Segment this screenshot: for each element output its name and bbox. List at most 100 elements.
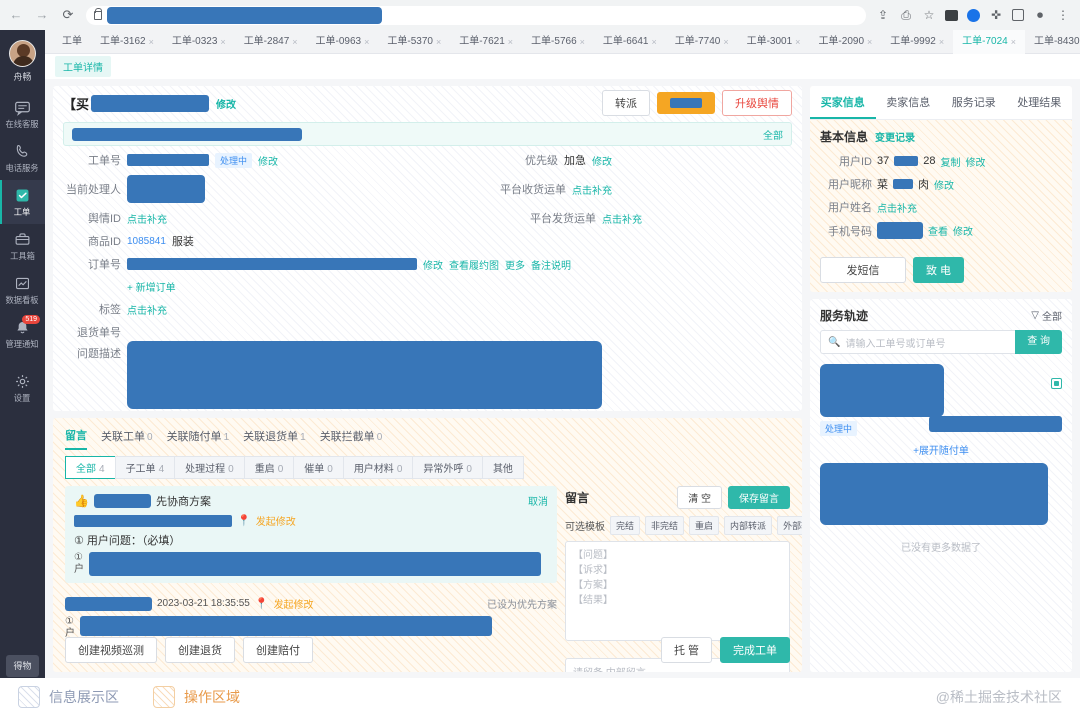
product-id-value[interactable]: 1085841 <box>127 235 166 247</box>
copy-user-id-link[interactable]: 复制 <box>940 157 961 169</box>
primary-action-button[interactable] <box>657 92 715 114</box>
escalate-button[interactable]: 升级舆情 <box>722 90 792 116</box>
tab-resolution[interactable]: 处理结果 <box>1017 97 1062 109</box>
sidebar-item-phone-service[interactable]: 电话服务 <box>0 136 45 180</box>
profile-pin-icon[interactable] <box>967 8 980 22</box>
sidebar-item-settings[interactable]: 设置 <box>0 366 45 410</box>
order-remark-link[interactable]: 备注说明 <box>531 260 571 272</box>
template-internal-transfer[interactable]: 内部转派 <box>724 516 773 535</box>
bookmark-star-icon[interactable]: ☆ <box>923 8 935 22</box>
address-bar[interactable] <box>86 5 866 25</box>
order-more-link[interactable]: 更多 <box>505 260 525 272</box>
clear-button[interactable]: 清 空 <box>677 486 722 509</box>
search-button[interactable]: 查 询 <box>1015 330 1062 354</box>
note-textarea[interactable]: 【问题】 【诉求】 【方案】 【结果】 <box>565 541 790 641</box>
thread2-tag[interactable]: 发起修改 <box>273 600 314 611</box>
extension-icon[interactable] <box>945 9 958 21</box>
edit-user-id-link[interactable]: 修改 <box>965 157 986 169</box>
complete-ticket-button[interactable]: 完成工单 <box>720 637 790 663</box>
back-icon[interactable]: ← <box>9 7 23 22</box>
create-video-inspection-button[interactable]: 创建视频巡测 <box>65 637 157 663</box>
tab-messages[interactable]: 留言 <box>65 427 87 450</box>
tab-ticket[interactable]: 工单-5370 × <box>378 30 450 54</box>
close-icon[interactable]: × <box>579 36 585 47</box>
template-not-done[interactable]: 非完结 <box>645 516 685 535</box>
expand-attached-order-link[interactable]: +展开随付单 <box>913 446 969 457</box>
tab-ticket[interactable]: 工单-2090 × <box>809 30 881 54</box>
tab-ticket[interactable]: 工单-3001 × <box>738 30 810 54</box>
menu-icon[interactable]: ⋮ <box>1057 8 1069 22</box>
sidebar-item-dashboard[interactable]: 数据看板 <box>0 268 45 312</box>
tab-service-record[interactable]: 服务记录 <box>951 97 996 109</box>
tab-related-tickets[interactable]: 关联工单 0 <box>101 428 153 449</box>
change-log-link[interactable]: 变更记录 <box>875 133 916 144</box>
hosting-button[interactable]: 托 管 <box>660 637 712 663</box>
close-icon[interactable]: × <box>723 36 729 47</box>
order-edit-link[interactable]: 修改 <box>423 260 443 272</box>
tab-buyer-info[interactable]: 买家信息 <box>810 86 876 119</box>
tab-related-intercepts[interactable]: 关联拦截单 0 <box>320 428 383 449</box>
reload-icon[interactable]: ⟳ <box>62 7 74 22</box>
account-icon[interactable]: ⏺ <box>1036 8 1043 22</box>
tab-ticket[interactable]: 工单-0323 × <box>163 30 235 54</box>
cancel-link[interactable]: 取消 <box>528 497 548 508</box>
close-icon[interactable]: × <box>435 36 442 47</box>
chip-all[interactable]: 全部 4 <box>65 456 115 479</box>
forward-icon[interactable]: → <box>35 7 49 22</box>
pin-icon[interactable]: 📍 <box>254 598 269 610</box>
chip-process[interactable]: 处理过程 0 <box>174 456 244 479</box>
title-edit-link[interactable]: 修改 <box>216 99 237 111</box>
chip-urge[interactable]: 催单 0 <box>293 456 343 479</box>
breadcrumb-label[interactable]: 工单详情 <box>55 56 111 77</box>
tab-ticket-list[interactable]: 工单 <box>53 30 91 54</box>
chip-subtickets[interactable]: 子工单 4 <box>114 456 175 479</box>
chip-restart[interactable]: 重启 0 <box>243 456 294 479</box>
view-phone-link[interactable]: 查看 <box>928 227 948 238</box>
chip-other[interactable]: 其他 <box>481 456 524 479</box>
template-restart[interactable]: 重启 <box>689 516 720 535</box>
thread-tag[interactable]: 发起修改 <box>255 517 296 528</box>
tab-ticket-selected[interactable]: 工单-7024 × <box>953 29 1025 54</box>
close-icon[interactable]: × <box>795 36 801 47</box>
tab-ticket[interactable]: 工单-8430× <box>1025 30 1080 54</box>
close-icon[interactable]: × <box>220 36 226 47</box>
opinion-id-value[interactable]: 点击补充 <box>127 214 167 226</box>
sidebar-item-toolbox[interactable]: 工具箱 <box>0 224 45 268</box>
priority-edit-link[interactable]: 修改 <box>592 156 612 168</box>
sidebar-item-online-service[interactable]: 在线客服 <box>0 92 45 136</box>
add-order-link[interactable]: + 新增订单 <box>127 283 176 294</box>
sidebar-item-tickets[interactable]: 工单 <box>0 180 45 224</box>
order-map-link[interactable]: 查看履约图 <box>449 260 499 272</box>
chip-user-materials[interactable]: 用户材料 0 <box>342 456 413 479</box>
copy-icon[interactable] <box>1051 378 1062 389</box>
fill-real-name-link[interactable]: 点击补充 <box>877 203 917 215</box>
tab-ticket[interactable]: 工单-7740 × <box>666 30 738 54</box>
platform-recv-value[interactable]: 点击补充 <box>572 185 612 197</box>
tab-related-returns[interactable]: 关联退货单 1 <box>243 428 306 449</box>
tab-ticket[interactable]: 工单-2847 × <box>235 30 307 54</box>
tab-ticket[interactable]: 工单-5766 × <box>522 30 594 54</box>
notice-all-link[interactable]: 全部 <box>763 130 783 142</box>
pin-icon[interactable]: 📍 <box>237 515 251 527</box>
sidepanel-icon[interactable] <box>1012 9 1024 21</box>
chip-abnormal-call[interactable]: 异常外呼 0 <box>412 456 482 479</box>
close-icon[interactable]: × <box>148 36 154 47</box>
close-icon[interactable]: × <box>1010 36 1016 47</box>
sidebar-user[interactable]: 舟畅 <box>0 36 45 92</box>
print-icon[interactable]: ⎙ <box>901 8 911 22</box>
search-input[interactable]: 🔍 请输入工单号或订单号 <box>820 330 1016 354</box>
tab-seller-info[interactable]: 卖家信息 <box>886 97 931 109</box>
tab-ticket[interactable]: 工单-9992 × <box>881 30 953 54</box>
edit-nickname-link[interactable]: 修改 <box>934 180 954 192</box>
call-button[interactable]: 致 电 <box>913 257 965 283</box>
share-icon[interactable]: ⇪ <box>877 8 889 22</box>
reassign-button[interactable]: 转派 <box>602 90 650 116</box>
create-return-button[interactable]: 创建退货 <box>165 637 235 663</box>
tab-ticket[interactable]: 工单-3162 × <box>91 30 163 54</box>
close-icon[interactable]: × <box>292 36 298 47</box>
close-icon[interactable]: × <box>867 36 873 47</box>
ticket-no-edit-link[interactable]: 修改 <box>258 156 279 168</box>
tab-ticket[interactable]: 工单-0963 × <box>307 30 379 54</box>
template-external-transfer[interactable]: 外部转派 <box>777 516 802 535</box>
close-icon[interactable]: × <box>651 36 657 47</box>
